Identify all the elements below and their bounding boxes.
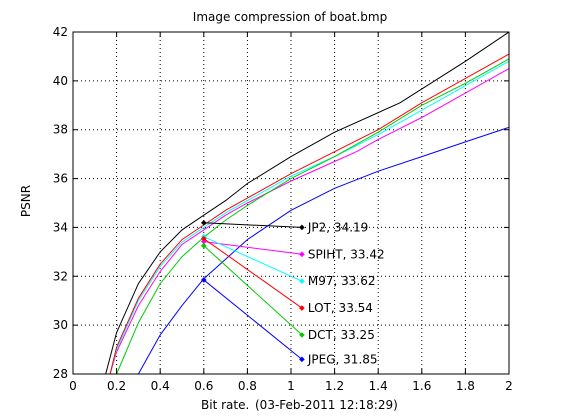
y-tick-label: 28 — [53, 367, 68, 381]
x-tick-label: 1.6 — [412, 379, 431, 393]
series-line-lot — [109, 53, 509, 374]
grid — [73, 32, 509, 374]
x-tick-label: 0 — [69, 379, 77, 393]
annotation-marker-jp2 — [299, 224, 305, 231]
marker-dct — [200, 242, 207, 249]
annotation-marker-dct — [299, 332, 305, 338]
y-tick-label: 34 — [53, 220, 68, 234]
chart-title: Image compression of boat.bmp — [193, 10, 387, 24]
y-tick-label: 38 — [53, 123, 68, 137]
y-axis-label: PSNR — [19, 185, 33, 217]
series-line-dct — [116, 58, 509, 374]
x-axis-timestamp: (03-Feb-2011 12:18:29) — [255, 398, 398, 412]
axis-ticks: 0 0.2 0.4 0.6 0.8 1 1.2 1.4 1.6 1.8 2 28 30 32 34 36 38 4… — [53, 25, 513, 393]
annotation-label-jp2: JP2, 34.19 — [307, 220, 368, 234]
annotation-marker-m97 — [299, 278, 305, 284]
y-tick-label: 30 — [53, 318, 68, 332]
annotation-label-dct: DCT, 33.25 — [308, 328, 375, 342]
marker-lot — [200, 235, 207, 242]
series-line-m97 — [109, 60, 509, 374]
y-tick-label: 42 — [53, 25, 68, 39]
annotation-label-spiht: SPIHT, 33.42 — [308, 247, 385, 261]
marker-jpeg — [200, 277, 207, 283]
x-tick-label: 2 — [505, 379, 513, 393]
annotation-label-lot: LOT, 33.54 — [308, 301, 373, 315]
series-line-jpeg — [137, 126, 509, 374]
annotation-label-m97: M97, 33.62 — [308, 274, 376, 288]
leader-line-jp2 — [203, 222, 302, 228]
x-axis-label: Bit rate. — [201, 398, 249, 412]
leader-line-dct — [203, 245, 303, 336]
x-tick-label: 1.8 — [456, 379, 475, 393]
annotation-marker-jpeg — [299, 356, 305, 363]
y-tick-label: 32 — [53, 269, 68, 283]
series-line-jp2 — [105, 32, 509, 374]
x-tick-label: 1 — [287, 379, 295, 393]
leader-line-jpeg — [203, 279, 303, 360]
x-tick-label: 1.2 — [325, 379, 344, 393]
marker-jp2 — [200, 219, 207, 226]
annotation-marker-lot — [299, 305, 305, 311]
y-tick-label: 40 — [53, 74, 68, 88]
x-tick-label: 0.6 — [194, 379, 213, 393]
series-group — [105, 32, 509, 374]
annotation-label-jpeg: JPEG, 31.85 — [307, 352, 378, 366]
x-tick-label: 0.8 — [238, 379, 257, 393]
annotations: JP2, 34.19 SPIHT, 33.42 M97, 33.62 LOT, 33.… — [200, 219, 385, 366]
x-tick-label: 1.4 — [369, 379, 388, 393]
leader-line-m97 — [203, 236, 303, 282]
x-tick-label: 0.2 — [107, 379, 126, 393]
leader-line-lot — [203, 238, 303, 309]
x-tick-label: 0.4 — [151, 379, 170, 393]
series-line-spiht — [109, 68, 509, 374]
y-tick-label: 36 — [53, 172, 68, 186]
